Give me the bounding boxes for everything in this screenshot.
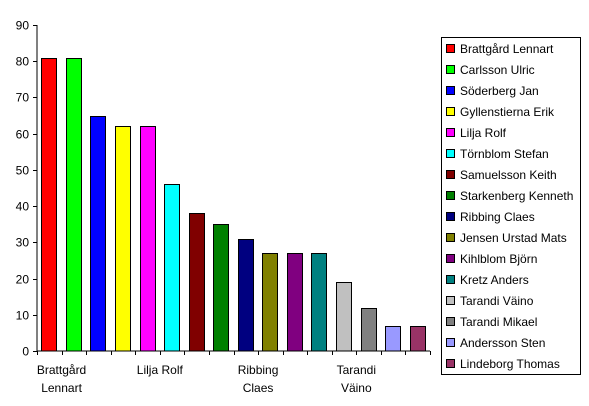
bar-10 bbox=[262, 253, 278, 352]
legend-entry: Söderberg Jan bbox=[446, 80, 539, 101]
bar-8 bbox=[213, 224, 229, 352]
y-tick-label: 0 bbox=[22, 345, 29, 359]
legend-label: Kihlblom Björn bbox=[460, 251, 538, 266]
legend-label: Tarandi Mikael bbox=[460, 314, 538, 329]
legend-entry: Ribbing Claes bbox=[446, 206, 535, 227]
legend-label: Törnblom Stefan bbox=[460, 146, 549, 161]
legend-label: Samuelsson Keith bbox=[460, 167, 557, 182]
x-tick-label: Ribbing bbox=[238, 363, 279, 377]
legend-label: Gyllenstierna Erik bbox=[460, 104, 555, 119]
legend-swatch bbox=[446, 107, 455, 116]
legend-entry: Andersson Sten bbox=[446, 332, 545, 353]
legend-label: Carlsson Ulric bbox=[460, 62, 535, 77]
bar-9 bbox=[238, 239, 254, 352]
y-tick-label: 80 bbox=[16, 55, 30, 69]
y-tick-label: 60 bbox=[16, 128, 30, 142]
y-tick-label: 90 bbox=[16, 19, 30, 33]
y-tick-label: 50 bbox=[16, 164, 30, 178]
legend-swatch bbox=[446, 44, 455, 53]
bar-12 bbox=[311, 253, 327, 352]
legend-swatch bbox=[446, 170, 455, 179]
legend-label: Tarandi Väino bbox=[460, 293, 534, 308]
legend-swatch bbox=[446, 296, 455, 305]
x-tick-label: Väino bbox=[341, 381, 372, 395]
legend-swatch bbox=[446, 128, 455, 137]
legend-label: Ribbing Claes bbox=[460, 209, 535, 224]
legend-swatch bbox=[446, 254, 455, 263]
legend-label: Söderberg Jan bbox=[460, 83, 539, 98]
legend-swatch bbox=[446, 212, 455, 221]
legend-swatch bbox=[446, 191, 455, 200]
bar-6 bbox=[164, 184, 180, 352]
y-tick-label: 40 bbox=[16, 200, 30, 214]
y-tick-label: 20 bbox=[16, 273, 30, 287]
legend-swatch bbox=[446, 86, 455, 95]
legend-entry: Tarandi Mikael bbox=[446, 311, 537, 332]
bar-13 bbox=[336, 282, 352, 352]
legend-entry: Gyllenstierna Erik bbox=[446, 101, 554, 122]
legend-entry: Tarandi Väino bbox=[446, 290, 533, 311]
y-tick-label: 70 bbox=[16, 91, 30, 105]
legend-swatch bbox=[446, 149, 455, 158]
x-tick-label: Claes bbox=[243, 381, 274, 395]
legend-swatch bbox=[446, 233, 455, 242]
legend-label: Brattgård Lennart bbox=[460, 41, 554, 56]
legend-entry: Carlsson Ulric bbox=[446, 59, 535, 80]
legend-swatch bbox=[446, 338, 455, 347]
bar-1 bbox=[41, 58, 57, 352]
bar-16 bbox=[410, 326, 426, 352]
legend-label: Lilja Rolf bbox=[460, 125, 507, 140]
legend-swatch bbox=[446, 317, 455, 326]
y-tick-label: 30 bbox=[16, 236, 30, 250]
legend-entry: Jensen Urstad Mats bbox=[446, 227, 567, 248]
x-tick-label: Tarandi bbox=[337, 363, 376, 377]
legend-swatch bbox=[446, 275, 455, 284]
legend: Brattgård Lennart Carlsson Ulric Söderberg… bbox=[441, 37, 581, 375]
x-tick-label: Brattgård bbox=[37, 363, 86, 377]
legend-entry: Brattgård Lennart bbox=[446, 38, 553, 59]
legend-entry: Kretz Anders bbox=[446, 269, 529, 290]
y-tick-label: 10 bbox=[16, 309, 30, 323]
bar-5 bbox=[140, 126, 156, 352]
legend-label: Lindeborg Thomas bbox=[460, 356, 560, 371]
bar-15 bbox=[385, 326, 401, 352]
bar-3 bbox=[90, 116, 106, 352]
legend-label: Kretz Anders bbox=[460, 272, 529, 287]
legend-entry: Lilja Rolf bbox=[446, 122, 506, 143]
legend-entry: Starkenberg Kenneth bbox=[446, 185, 573, 206]
legend-label: Andersson Sten bbox=[460, 335, 546, 350]
legend-swatch bbox=[446, 65, 455, 74]
bar-4 bbox=[115, 126, 131, 352]
legend-entry: Samuelsson Keith bbox=[446, 164, 557, 185]
legend-entry: Kihlblom Björn bbox=[446, 248, 537, 269]
legend-entry: Lindeborg Thomas bbox=[446, 353, 560, 374]
legend-swatch bbox=[446, 359, 455, 368]
bar-2 bbox=[66, 58, 82, 352]
legend-entry: Törnblom Stefan bbox=[446, 143, 549, 164]
bar-14 bbox=[361, 308, 377, 352]
legend-label: Jensen Urstad Mats bbox=[460, 230, 567, 245]
bar-11 bbox=[287, 253, 303, 352]
bar-7 bbox=[189, 213, 205, 352]
legend-label: Starkenberg Kenneth bbox=[460, 188, 574, 203]
x-tick-label: Lilja Rolf bbox=[137, 363, 184, 377]
x-tick-label: Lennart bbox=[41, 381, 82, 395]
